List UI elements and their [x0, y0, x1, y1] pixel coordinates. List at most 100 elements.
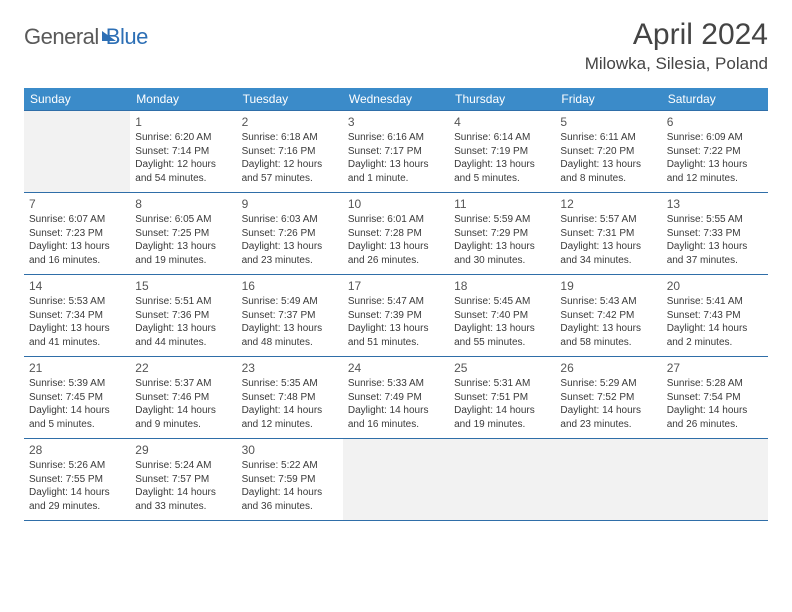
calendar-cell: 6Sunrise: 6:09 AMSunset: 7:22 PMDaylight…: [662, 111, 768, 193]
day-number: 29: [135, 442, 231, 458]
sunset-text: Sunset: 7:28 PM: [348, 227, 444, 241]
sunrise-text: Sunrise: 5:33 AM: [348, 377, 444, 391]
calendar-cell: 24Sunrise: 5:33 AMSunset: 7:49 PMDayligh…: [343, 357, 449, 439]
calendar-cell: 14Sunrise: 5:53 AMSunset: 7:34 PMDayligh…: [24, 275, 130, 357]
sunset-text: Sunset: 7:39 PM: [348, 309, 444, 323]
sunset-text: Sunset: 7:46 PM: [135, 391, 231, 405]
sunset-text: Sunset: 7:22 PM: [667, 145, 763, 159]
brand-logo: General Blue: [24, 18, 148, 50]
calendar-cell: 15Sunrise: 5:51 AMSunset: 7:36 PMDayligh…: [130, 275, 236, 357]
calendar-cell: 22Sunrise: 5:37 AMSunset: 7:46 PMDayligh…: [130, 357, 236, 439]
day-number: 18: [454, 278, 550, 294]
daylight-text: Daylight: 14 hours and 29 minutes.: [29, 486, 125, 513]
day-number: 19: [560, 278, 656, 294]
location-label: Milowka, Silesia, Poland: [585, 54, 768, 74]
sunrise-text: Sunrise: 5:29 AM: [560, 377, 656, 391]
day-number: 7: [29, 196, 125, 212]
daylight-text: Daylight: 13 hours and 51 minutes.: [348, 322, 444, 349]
calendar-page: General Blue April 2024 Milowka, Silesia…: [0, 0, 792, 539]
daylight-text: Daylight: 13 hours and 41 minutes.: [29, 322, 125, 349]
calendar-cell: 21Sunrise: 5:39 AMSunset: 7:45 PMDayligh…: [24, 357, 130, 439]
day-number: 13: [667, 196, 763, 212]
sunrise-text: Sunrise: 5:47 AM: [348, 295, 444, 309]
sunrise-text: Sunrise: 6:16 AM: [348, 131, 444, 145]
day-header: Tuesday: [237, 88, 343, 111]
daylight-text: Daylight: 14 hours and 2 minutes.: [667, 322, 763, 349]
day-number: 23: [242, 360, 338, 376]
sunset-text: Sunset: 7:17 PM: [348, 145, 444, 159]
sunrise-text: Sunrise: 6:07 AM: [29, 213, 125, 227]
calendar-row: 1Sunrise: 6:20 AMSunset: 7:14 PMDaylight…: [24, 111, 768, 193]
day-number: 24: [348, 360, 444, 376]
daylight-text: Daylight: 13 hours and 5 minutes.: [454, 158, 550, 185]
page-header: General Blue April 2024 Milowka, Silesia…: [24, 18, 768, 74]
calendar-cell: 11Sunrise: 5:59 AMSunset: 7:29 PMDayligh…: [449, 193, 555, 275]
daylight-text: Daylight: 13 hours and 34 minutes.: [560, 240, 656, 267]
daylight-text: Daylight: 13 hours and 37 minutes.: [667, 240, 763, 267]
sunrise-text: Sunrise: 5:51 AM: [135, 295, 231, 309]
daylight-text: Daylight: 12 hours and 57 minutes.: [242, 158, 338, 185]
sunrise-text: Sunrise: 5:31 AM: [454, 377, 550, 391]
brand-part1: General: [24, 24, 99, 50]
daylight-text: Daylight: 13 hours and 44 minutes.: [135, 322, 231, 349]
calendar-cell: 9Sunrise: 6:03 AMSunset: 7:26 PMDaylight…: [237, 193, 343, 275]
daylight-text: Daylight: 13 hours and 58 minutes.: [560, 322, 656, 349]
day-header: Saturday: [662, 88, 768, 111]
day-number: 8: [135, 196, 231, 212]
sunrise-text: Sunrise: 5:28 AM: [667, 377, 763, 391]
sunset-text: Sunset: 7:54 PM: [667, 391, 763, 405]
daylight-text: Daylight: 14 hours and 5 minutes.: [29, 404, 125, 431]
calendar-cell: 23Sunrise: 5:35 AMSunset: 7:48 PMDayligh…: [237, 357, 343, 439]
sunset-text: Sunset: 7:45 PM: [29, 391, 125, 405]
day-header: Sunday: [24, 88, 130, 111]
day-header-row: Sunday Monday Tuesday Wednesday Thursday…: [24, 88, 768, 111]
sunrise-text: Sunrise: 5:59 AM: [454, 213, 550, 227]
daylight-text: Daylight: 14 hours and 19 minutes.: [454, 404, 550, 431]
sunset-text: Sunset: 7:57 PM: [135, 473, 231, 487]
sunset-text: Sunset: 7:31 PM: [560, 227, 656, 241]
sunset-text: Sunset: 7:14 PM: [135, 145, 231, 159]
sunrise-text: Sunrise: 5:55 AM: [667, 213, 763, 227]
day-number: 16: [242, 278, 338, 294]
day-number: 2: [242, 114, 338, 130]
day-number: 25: [454, 360, 550, 376]
sunrise-text: Sunrise: 5:24 AM: [135, 459, 231, 473]
sunset-text: Sunset: 7:33 PM: [667, 227, 763, 241]
calendar-cell: 30Sunrise: 5:22 AMSunset: 7:59 PMDayligh…: [237, 439, 343, 521]
daylight-text: Daylight: 13 hours and 23 minutes.: [242, 240, 338, 267]
calendar-row: 14Sunrise: 5:53 AMSunset: 7:34 PMDayligh…: [24, 275, 768, 357]
sunrise-text: Sunrise: 5:26 AM: [29, 459, 125, 473]
day-number: 27: [667, 360, 763, 376]
daylight-text: Daylight: 13 hours and 30 minutes.: [454, 240, 550, 267]
sunrise-text: Sunrise: 6:20 AM: [135, 131, 231, 145]
daylight-text: Daylight: 14 hours and 33 minutes.: [135, 486, 231, 513]
sunset-text: Sunset: 7:20 PM: [560, 145, 656, 159]
calendar-cell: 18Sunrise: 5:45 AMSunset: 7:40 PMDayligh…: [449, 275, 555, 357]
day-number: 15: [135, 278, 231, 294]
day-number: 9: [242, 196, 338, 212]
sunset-text: Sunset: 7:59 PM: [242, 473, 338, 487]
sunset-text: Sunset: 7:26 PM: [242, 227, 338, 241]
daylight-text: Daylight: 13 hours and 8 minutes.: [560, 158, 656, 185]
calendar-cell: 17Sunrise: 5:47 AMSunset: 7:39 PMDayligh…: [343, 275, 449, 357]
calendar-cell: 12Sunrise: 5:57 AMSunset: 7:31 PMDayligh…: [555, 193, 661, 275]
title-block: April 2024 Milowka, Silesia, Poland: [585, 18, 768, 74]
daylight-text: Daylight: 14 hours and 16 minutes.: [348, 404, 444, 431]
calendar-cell: 13Sunrise: 5:55 AMSunset: 7:33 PMDayligh…: [662, 193, 768, 275]
sunset-text: Sunset: 7:52 PM: [560, 391, 656, 405]
calendar-cell: 25Sunrise: 5:31 AMSunset: 7:51 PMDayligh…: [449, 357, 555, 439]
calendar-cell: 2Sunrise: 6:18 AMSunset: 7:16 PMDaylight…: [237, 111, 343, 193]
calendar-cell: 29Sunrise: 5:24 AMSunset: 7:57 PMDayligh…: [130, 439, 236, 521]
sunrise-text: Sunrise: 6:03 AM: [242, 213, 338, 227]
sunset-text: Sunset: 7:29 PM: [454, 227, 550, 241]
day-number: 22: [135, 360, 231, 376]
calendar-cell: [343, 439, 449, 521]
daylight-text: Daylight: 14 hours and 23 minutes.: [560, 404, 656, 431]
sunrise-text: Sunrise: 6:05 AM: [135, 213, 231, 227]
sunrise-text: Sunrise: 6:01 AM: [348, 213, 444, 227]
calendar-cell: 8Sunrise: 6:05 AMSunset: 7:25 PMDaylight…: [130, 193, 236, 275]
day-header: Friday: [555, 88, 661, 111]
daylight-text: Daylight: 14 hours and 12 minutes.: [242, 404, 338, 431]
calendar-cell: 19Sunrise: 5:43 AMSunset: 7:42 PMDayligh…: [555, 275, 661, 357]
daylight-text: Daylight: 13 hours and 48 minutes.: [242, 322, 338, 349]
